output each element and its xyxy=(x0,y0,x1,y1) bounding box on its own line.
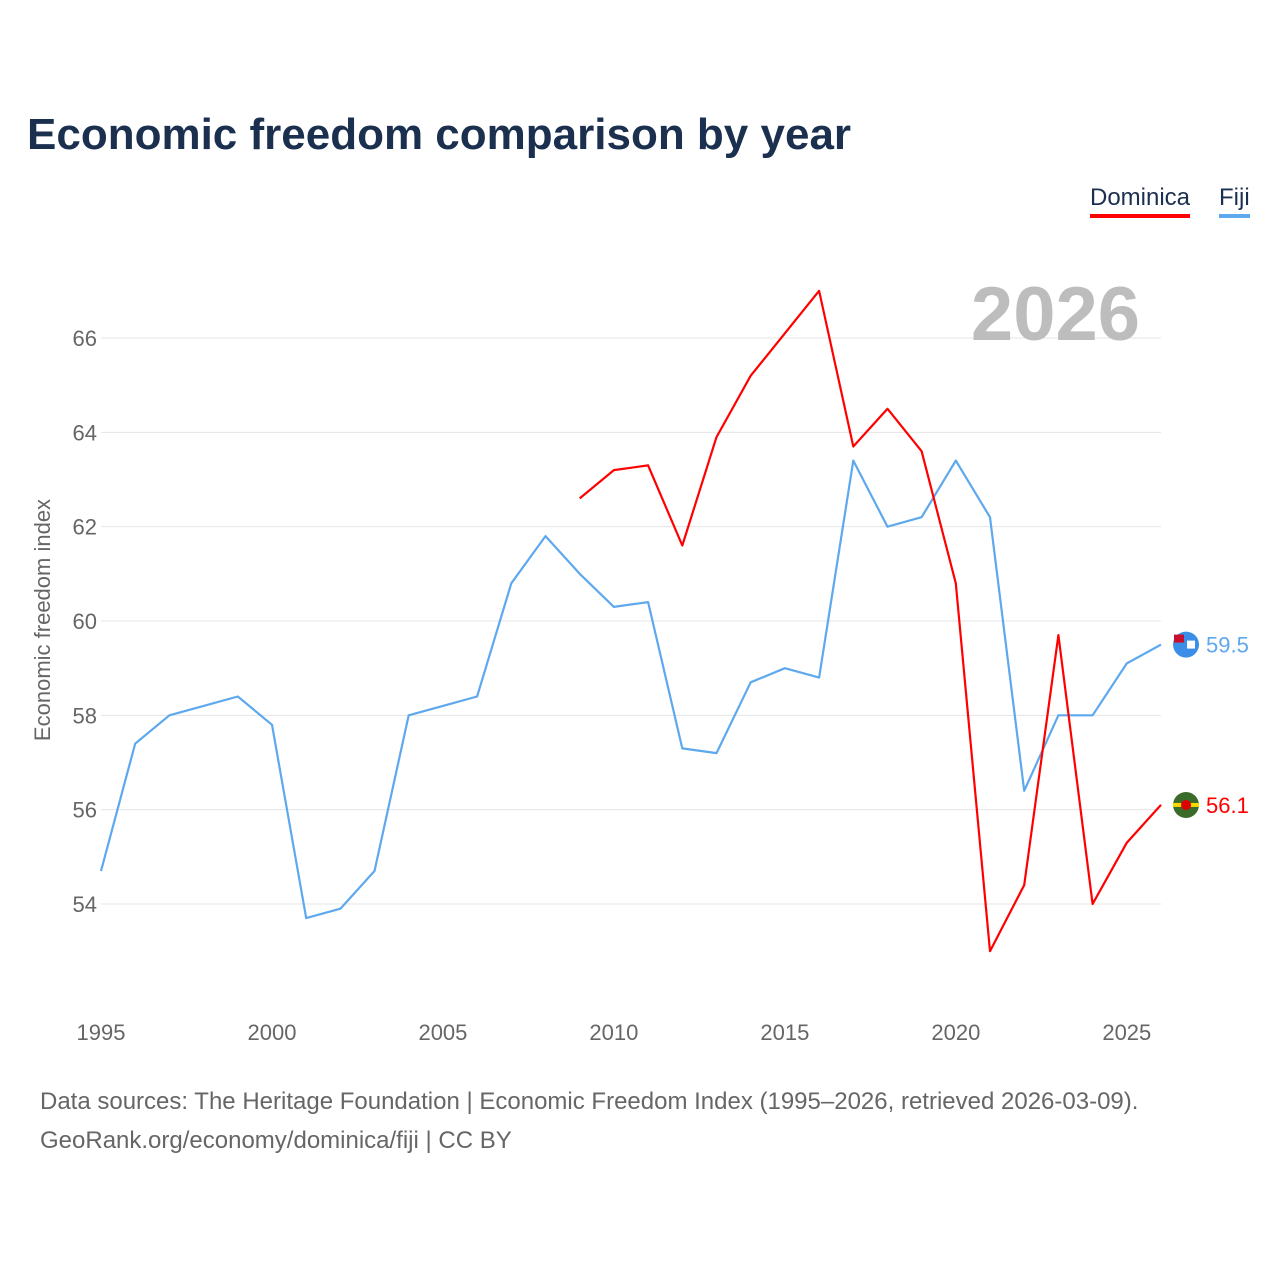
data-point-fiji xyxy=(338,907,342,911)
data-point-fiji xyxy=(851,459,855,463)
y-tick-label: 58 xyxy=(73,703,97,728)
data-point-dominica xyxy=(1056,633,1060,637)
x-tick-label: 2010 xyxy=(589,1020,638,1045)
data-point-dominica xyxy=(1091,902,1095,906)
data-point-dominica xyxy=(680,544,684,548)
data-point-dominica xyxy=(817,289,821,293)
data-point-dominica xyxy=(1022,883,1026,887)
x-tick-label: 1995 xyxy=(77,1020,126,1045)
data-point-dominica xyxy=(851,444,855,448)
y-axis-label: Economic freedom index xyxy=(30,499,55,741)
data-point-dominica xyxy=(920,449,924,453)
data-point-fiji xyxy=(920,515,924,519)
data-point-fiji xyxy=(202,704,206,708)
data-point-fiji xyxy=(578,572,582,576)
data-point-dominica xyxy=(954,581,958,585)
series-line-fiji xyxy=(99,459,1162,920)
data-point-dominica xyxy=(749,374,753,378)
data-point-fiji xyxy=(475,694,479,698)
data-point-dominica xyxy=(1125,841,1129,845)
data-sources: Data sources: The Heritage Foundation | … xyxy=(40,1088,1139,1115)
data-point-fiji xyxy=(133,742,137,746)
current-year-label: 2026 xyxy=(971,272,1140,357)
data-point-fiji xyxy=(236,694,240,698)
data-point-fiji xyxy=(954,459,958,463)
credit-link[interactable]: GeoRank.org/economy/dominica/fiji | CC B… xyxy=(40,1127,512,1154)
data-point-fiji xyxy=(441,704,445,708)
y-tick-label: 66 xyxy=(73,326,97,351)
data-point-fiji xyxy=(1125,661,1129,665)
legend-item-fiji[interactable]: Fiji xyxy=(1219,184,1250,218)
data-point-fiji xyxy=(99,869,103,873)
y-tick-label: 62 xyxy=(73,515,97,540)
data-point-fiji xyxy=(544,534,548,538)
data-point-dominica xyxy=(783,331,787,335)
flag-canton xyxy=(1174,634,1184,643)
data-point-fiji xyxy=(1056,713,1060,717)
data-point-dominica xyxy=(646,463,650,467)
data-point-fiji xyxy=(680,746,684,750)
data-point-fiji xyxy=(817,676,821,680)
y-tick-label: 54 xyxy=(73,892,97,917)
data-point-fiji xyxy=(167,713,171,717)
y-tick-label: 56 xyxy=(73,798,97,823)
data-point-fiji xyxy=(270,723,274,727)
data-point-fiji xyxy=(304,916,308,920)
data-point-fiji xyxy=(612,605,616,609)
data-point-dominica xyxy=(885,407,889,411)
data-point-fiji xyxy=(885,525,889,529)
data-point-dominica xyxy=(1159,803,1163,807)
data-point-fiji xyxy=(407,713,411,717)
data-point-dominica xyxy=(714,435,718,439)
data-point-fiji xyxy=(373,869,377,873)
y-tick-label: 60 xyxy=(73,609,97,634)
x-tick-label: 2025 xyxy=(1102,1020,1151,1045)
data-point-fiji xyxy=(714,751,718,755)
data-point-fiji xyxy=(749,680,753,684)
flag-shield xyxy=(1187,640,1195,649)
x-tick-label: 2015 xyxy=(760,1020,809,1045)
y-tick-label: 64 xyxy=(73,420,97,445)
data-point-fiji xyxy=(1159,643,1163,647)
data-point-fiji xyxy=(646,600,650,604)
data-point-fiji xyxy=(1022,789,1026,793)
data-point-fiji xyxy=(988,515,992,519)
data-point-fiji xyxy=(783,666,787,670)
flag-emblem xyxy=(1181,799,1191,810)
legend-item-dominica[interactable]: Dominica xyxy=(1090,184,1191,218)
data-point-fiji xyxy=(509,581,513,585)
data-point-dominica xyxy=(612,468,616,472)
x-tick-label: 2005 xyxy=(418,1020,467,1045)
x-tick-label: 2000 xyxy=(247,1020,296,1045)
data-point-dominica xyxy=(988,949,992,953)
data-point-fiji xyxy=(1091,713,1095,717)
chart-title: Economic freedom comparison by year xyxy=(27,110,852,159)
end-value-label-dominica: 56.1 xyxy=(1206,793,1249,818)
data-point-dominica xyxy=(578,496,582,500)
x-tick-label: 2020 xyxy=(931,1020,980,1045)
end-value-label-fiji: 59.5 xyxy=(1206,633,1249,658)
series-line-dominica xyxy=(578,289,1162,953)
